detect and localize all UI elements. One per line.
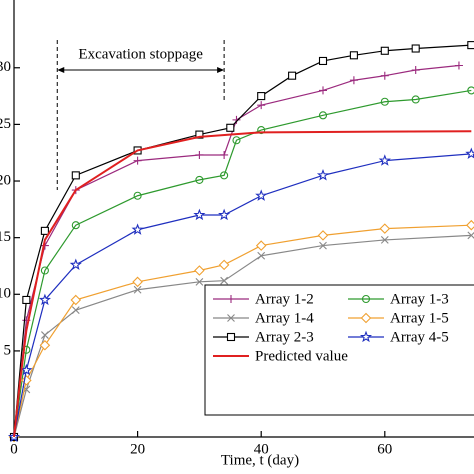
marker — [465, 147, 474, 160]
marker — [39, 339, 51, 351]
marker — [379, 223, 391, 234]
marker — [255, 240, 267, 251]
marker — [21, 375, 32, 386]
marker — [380, 236, 389, 244]
marker — [195, 150, 204, 159]
legend-label: Array 4-5 — [390, 329, 449, 345]
marker — [318, 111, 328, 120]
marker — [20, 363, 33, 376]
legend-box — [204, 284, 474, 416]
marker — [467, 41, 474, 50]
marker — [40, 226, 49, 235]
marker — [194, 265, 205, 276]
marker — [71, 171, 80, 180]
marker — [40, 266, 49, 275]
marker — [133, 156, 142, 165]
x-tick-label: 0 — [10, 441, 18, 457]
marker — [257, 126, 266, 135]
marker — [220, 150, 229, 159]
marker — [232, 115, 241, 124]
marker — [411, 95, 420, 104]
marker — [349, 76, 358, 85]
marker — [319, 86, 327, 95]
marker — [226, 123, 235, 132]
marker — [317, 230, 329, 241]
marker — [378, 154, 391, 166]
marker — [69, 258, 82, 271]
marker — [380, 97, 389, 106]
marker — [131, 223, 144, 235]
y-tick-label: 5 — [4, 342, 12, 358]
annotation: Excavation stoppage — [78, 46, 203, 62]
marker — [380, 71, 389, 80]
legend-label: Array 2-3 — [255, 329, 314, 345]
marker — [226, 332, 236, 342]
marker — [227, 314, 235, 322]
y-tick-label: 30 — [0, 59, 11, 75]
marker — [133, 191, 142, 200]
series-line — [13, 89, 472, 438]
marker — [257, 251, 266, 260]
marker — [467, 86, 474, 95]
x-axis-label: Time, t (day) — [221, 452, 299, 468]
marker — [193, 208, 206, 221]
marker — [218, 208, 231, 221]
y-tick-label: 20 — [0, 172, 11, 188]
legend-label: Array 1-4 — [255, 310, 314, 326]
series-line — [13, 44, 472, 438]
series-line — [13, 130, 472, 438]
marker — [257, 101, 266, 110]
marker — [360, 312, 372, 324]
marker — [41, 331, 49, 339]
marker — [288, 71, 297, 80]
series-line — [13, 64, 460, 438]
marker — [359, 330, 373, 343]
marker — [22, 345, 31, 354]
marker — [220, 171, 229, 180]
marker — [70, 294, 82, 306]
marker — [232, 136, 241, 145]
legend-label: Predicted value — [255, 348, 348, 364]
annotation-bg — [63, 44, 219, 64]
marker — [220, 276, 229, 285]
marker — [349, 51, 358, 60]
marker — [454, 61, 463, 70]
legend-label: Array 1-2 — [255, 291, 314, 307]
marker — [218, 259, 230, 271]
legend-label: Array 1-3 — [390, 291, 449, 307]
marker — [38, 293, 51, 306]
marker — [411, 44, 420, 53]
marker — [227, 295, 235, 303]
marker — [380, 46, 389, 55]
x-tick-label: 20 — [130, 441, 145, 457]
marker — [466, 219, 474, 231]
marker — [255, 189, 268, 201]
marker — [195, 130, 204, 139]
marker — [133, 285, 142, 294]
x-tick-label: 40 — [254, 441, 269, 457]
marker — [319, 241, 327, 250]
marker — [195, 175, 204, 184]
marker — [411, 66, 420, 75]
y-tick-label: 15 — [0, 229, 11, 245]
marker — [22, 295, 31, 305]
marker — [71, 221, 80, 230]
marker — [316, 168, 330, 181]
marker — [132, 276, 143, 288]
marker — [318, 56, 328, 66]
x-tick-label: 60 — [377, 441, 392, 457]
marker — [195, 277, 204, 286]
legend-label: Array 1-5 — [390, 310, 449, 326]
marker — [257, 92, 266, 101]
marker — [71, 306, 80, 315]
y-tick-label: 25 — [0, 116, 11, 132]
marker — [361, 294, 371, 304]
y-tick-label: 10 — [0, 286, 11, 302]
